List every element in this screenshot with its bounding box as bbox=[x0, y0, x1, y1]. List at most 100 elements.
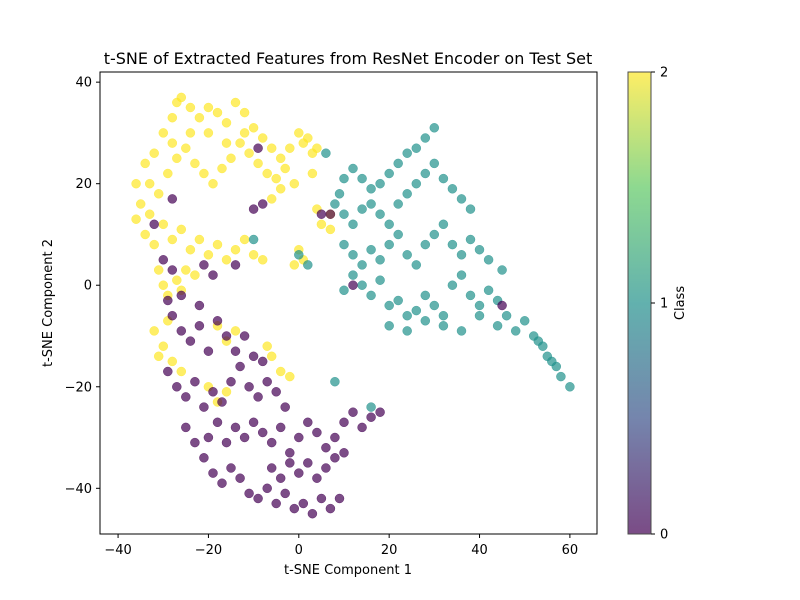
scatter-point-class-0 bbox=[194, 321, 205, 331]
scatter-point-class-1 bbox=[456, 250, 467, 260]
scatter-point-class-2 bbox=[226, 153, 236, 164]
scatter-point-class-2 bbox=[235, 138, 245, 148]
scatter-point-class-0 bbox=[366, 412, 376, 422]
scatter-point-class-0 bbox=[208, 468, 218, 478]
scatter-point-class-0 bbox=[316, 493, 327, 504]
scatter-point-class-0 bbox=[181, 392, 191, 402]
scatter-point-class-0 bbox=[167, 265, 178, 275]
plot-frame bbox=[99, 71, 598, 535]
scatter-point-class-0 bbox=[294, 468, 304, 478]
scatter-point-class-0 bbox=[239, 331, 250, 341]
scatter-point-class-1 bbox=[357, 280, 367, 290]
scatter-point-class-2 bbox=[158, 280, 169, 290]
scatter-point-class-1 bbox=[348, 163, 358, 174]
scatter-point-class-0 bbox=[285, 448, 295, 458]
scatter-point-class-1 bbox=[438, 310, 449, 321]
scatter-point-class-2 bbox=[230, 97, 241, 108]
scatter-point-class-1 bbox=[339, 173, 349, 184]
scatter-point-class-0 bbox=[149, 219, 159, 230]
scatter-point-class-2 bbox=[289, 260, 300, 270]
scatter-point-class-1 bbox=[384, 300, 394, 311]
scatter-point-class-2 bbox=[185, 102, 196, 113]
scatter-point-class-1 bbox=[375, 255, 385, 265]
scatter-point-class-1 bbox=[375, 178, 385, 189]
scatter-point-class-0 bbox=[199, 402, 209, 412]
scatter-point-class-0 bbox=[253, 493, 263, 504]
scatter-point-class-1 bbox=[474, 310, 485, 321]
scatter-point-class-0 bbox=[262, 376, 272, 387]
scatter-point-class-2 bbox=[167, 138, 178, 148]
scatter-point-class-1 bbox=[384, 219, 394, 230]
y-tick-label: −20 bbox=[65, 380, 92, 395]
scatter-point-class-2 bbox=[153, 265, 164, 275]
scatter-point-class-2 bbox=[271, 173, 281, 184]
scatter-point-class-0 bbox=[339, 448, 349, 458]
scatter-point-class-1 bbox=[402, 310, 412, 321]
scatter-point-class-1 bbox=[348, 219, 358, 230]
scatter-point-class-2 bbox=[212, 239, 223, 250]
scatter-point-class-2 bbox=[285, 143, 295, 153]
colorbar-tick-label: 1 bbox=[660, 297, 668, 312]
colorbar-label: Class bbox=[673, 286, 688, 320]
scatter-point-class-0 bbox=[248, 417, 259, 428]
scatter-point-class-2 bbox=[185, 244, 196, 255]
scatter-point-class-0 bbox=[312, 473, 322, 483]
scatter-point-class-1 bbox=[456, 194, 467, 204]
scatter-point-class-1 bbox=[474, 300, 485, 311]
scatter-point-class-0 bbox=[226, 376, 236, 387]
scatter-point-class-2 bbox=[298, 138, 309, 148]
scatter-point-class-2 bbox=[167, 112, 178, 123]
x-tick-label: −20 bbox=[195, 543, 222, 558]
scatter-point-class-1 bbox=[402, 148, 412, 158]
scatter-point-class-0 bbox=[181, 422, 191, 433]
scatter-point-class-1 bbox=[492, 321, 503, 331]
scatter-point-class-2 bbox=[149, 239, 159, 250]
scatter-point-class-1 bbox=[420, 239, 431, 250]
colorbar-tick-label: 0 bbox=[660, 528, 668, 543]
scatter-point-class-0 bbox=[199, 453, 209, 463]
scatter-point-class-0 bbox=[275, 473, 286, 483]
scatter-point-class-1 bbox=[330, 376, 340, 387]
scatter-point-class-2 bbox=[275, 184, 286, 194]
scatter-point-class-0 bbox=[176, 290, 187, 301]
scatter-point-class-0 bbox=[289, 503, 300, 514]
scatter-point-class-0 bbox=[248, 351, 259, 362]
scatter-point-class-0 bbox=[348, 407, 358, 417]
scatter-point-class-1 bbox=[551, 361, 562, 372]
scatter-point-class-0 bbox=[257, 199, 268, 209]
scatter-point-class-0 bbox=[294, 432, 304, 443]
scatter-point-class-2 bbox=[149, 326, 159, 336]
scatter-point-class-1 bbox=[248, 234, 259, 245]
scatter-point-class-0 bbox=[253, 143, 263, 153]
scatter-point-class-2 bbox=[239, 107, 250, 118]
scatter-point-class-2 bbox=[212, 107, 223, 118]
scatter-point-class-1 bbox=[375, 209, 385, 219]
chart-title: t-SNE of Extracted Features from ResNet … bbox=[104, 49, 593, 68]
x-tick-label: −40 bbox=[104, 543, 131, 558]
scatter-point-class-2 bbox=[266, 351, 277, 362]
y-tick-label: 0 bbox=[84, 279, 92, 294]
scatter-point-class-1 bbox=[303, 260, 313, 270]
scatter-point-class-1 bbox=[510, 326, 521, 336]
scatter-point-class-1 bbox=[429, 229, 440, 240]
scatter-point-class-2 bbox=[208, 178, 218, 189]
scatter-point-class-0 bbox=[271, 498, 281, 509]
scatter-point-class-1 bbox=[501, 310, 512, 321]
scatter-point-class-2 bbox=[275, 366, 286, 377]
scatter-point-class-1 bbox=[384, 321, 394, 331]
scatter-point-class-1 bbox=[339, 285, 349, 296]
scatter-point-class-0 bbox=[203, 432, 214, 443]
scatter-point-class-2 bbox=[190, 270, 200, 280]
scatter-point-class-2 bbox=[194, 234, 205, 245]
scatter-point-class-1 bbox=[438, 321, 449, 331]
scatter-point-class-1 bbox=[366, 290, 376, 301]
scatter-point-class-2 bbox=[217, 163, 227, 174]
scatter-point-class-2 bbox=[244, 148, 254, 158]
scatter-point-class-1 bbox=[519, 316, 530, 326]
scatter-point-class-2 bbox=[181, 143, 191, 153]
scatter-point-class-0 bbox=[262, 483, 272, 494]
scatter-point-class-1 bbox=[429, 158, 440, 169]
scatter-point-class-0 bbox=[271, 387, 281, 397]
scatter-point-class-0 bbox=[248, 204, 259, 214]
scatter-point-class-0 bbox=[339, 417, 349, 428]
